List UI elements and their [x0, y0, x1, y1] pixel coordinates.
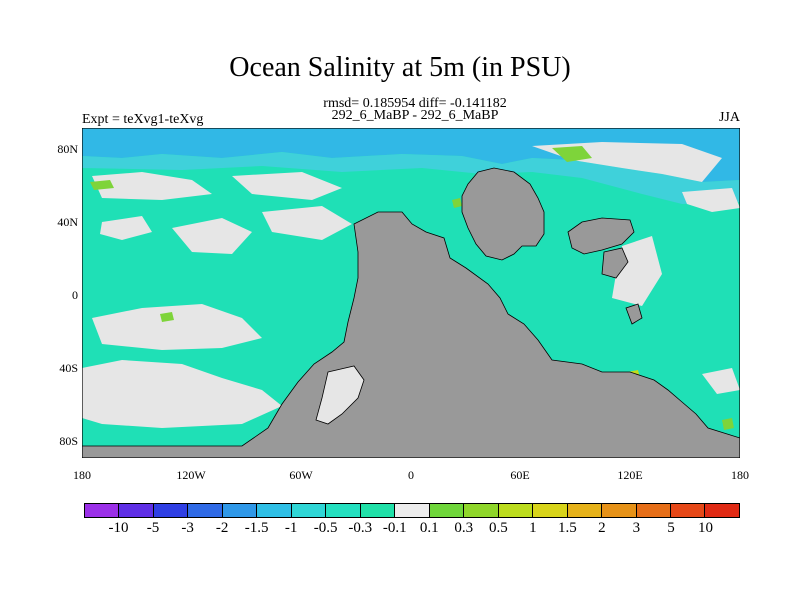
colorbar-label: 3: [632, 520, 641, 536]
colorbar-swatch: [395, 504, 430, 517]
colorbar-swatch: [636, 504, 671, 517]
colorbar-swatch: [291, 504, 327, 517]
y-tick-label: 0: [72, 288, 78, 302]
colorbar-label: -0.5: [313, 520, 338, 536]
colorbar-swatch: [360, 504, 396, 517]
y-tick-label: 40N: [57, 215, 78, 229]
colorbar-label: 1: [529, 520, 537, 536]
colorbar-label: -2: [215, 520, 229, 536]
colorbar-swatch: [533, 504, 568, 517]
colorbar-swatch: [464, 504, 499, 517]
experiment-left-label: Expt = teXvg1-teXvg: [82, 112, 204, 127]
x-tick-label: 0: [408, 468, 414, 482]
colorbar-swatch: [326, 504, 361, 517]
colorbar-label: -1.5: [244, 520, 269, 536]
x-tick-label: 60E: [510, 468, 530, 482]
y-tick-label: 40S: [59, 361, 78, 375]
arctic-negative-band: [82, 128, 740, 182]
colorbar-swatch: [498, 504, 534, 517]
colorbar-label: -5: [146, 520, 160, 536]
colorbar-swatch: [567, 504, 603, 517]
y-tick-label: 80N: [57, 142, 78, 156]
colorbar-swatch: [602, 504, 637, 517]
colorbar-label: -3: [181, 520, 194, 536]
colorbar-label: 2: [598, 520, 606, 536]
x-tick-label: 180: [731, 468, 749, 482]
x-tick-label: 120E: [617, 468, 643, 482]
colorbar-label: -0.3: [348, 520, 373, 536]
colorbar-swatch: [119, 504, 154, 517]
colorbar: [84, 503, 740, 518]
season-label: JJA: [718, 110, 740, 125]
colorbar-label: 1.5: [557, 520, 577, 536]
chart-title: Ocean Salinity at 5m (in PSU): [229, 52, 571, 83]
colorbar-label: -1: [284, 520, 298, 536]
experiment-center-label: 292_6_MaBP - 292_6_MaBP: [331, 108, 499, 123]
land-masses: [82, 167, 740, 458]
colorbar-swatch: [85, 504, 120, 517]
colorbar-swatch: [705, 504, 739, 517]
colorbar-swatch: [188, 504, 223, 517]
colorbar-label: 5: [667, 520, 675, 536]
x-tick-label: 120W: [176, 468, 206, 482]
arctic-mid-band: [82, 152, 740, 204]
colorbar-swatch: [222, 504, 258, 517]
colorbar-label: 0.3: [454, 520, 474, 536]
salinity-map: [82, 128, 740, 458]
y-tick-label: 80S: [59, 434, 78, 448]
stats-subtitle: rmsd= 0.185954 diff= -0.141182: [323, 96, 507, 111]
colorbar-label: 0.5: [488, 520, 508, 536]
colorbar-swatch: [153, 504, 189, 517]
colorbar-label: 10: [697, 520, 713, 536]
colorbar-label: -0.1: [382, 520, 407, 536]
colorbar-label: -10: [108, 520, 129, 536]
x-tick-label: 60W: [289, 468, 313, 482]
x-tick-label: 180: [73, 468, 91, 482]
colorbar-swatch: [257, 504, 292, 517]
colorbar-swatch: [670, 504, 706, 517]
colorbar-swatch: [429, 504, 465, 517]
colorbar-label: 0.1: [419, 520, 439, 536]
